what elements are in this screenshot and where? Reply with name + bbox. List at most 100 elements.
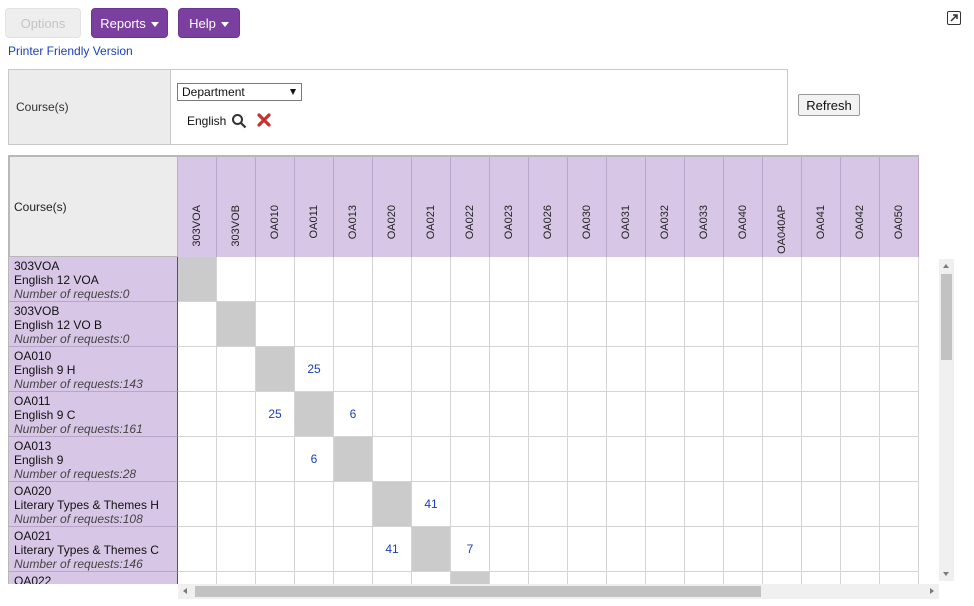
matrix-cell — [880, 392, 919, 437]
matrix-cell — [451, 392, 490, 437]
column-header: OA010 — [256, 157, 295, 257]
matrix-cell — [724, 257, 763, 302]
matrix-cell[interactable]: 25 — [256, 392, 295, 437]
diagonal-cell — [256, 347, 295, 392]
table-row: 303VOA English 12 VOA Number of requests:0 — [8, 257, 919, 302]
diagonal-cell — [334, 437, 373, 482]
vertical-scrollbar[interactable] — [939, 259, 954, 581]
row-request-count: Number of requests:28 — [14, 467, 137, 481]
row-request-count: Number of requests:146 — [14, 557, 143, 571]
row-course-code: OA021 — [14, 529, 52, 543]
matrix-rows: 303VOA English 12 VOA Number of requests:0… — [8, 257, 919, 584]
search-icon[interactable] — [231, 113, 247, 132]
matrix-cell — [685, 347, 724, 392]
row-header: OA022 — [8, 572, 178, 584]
matrix-cell — [880, 302, 919, 347]
matrix-cell — [490, 392, 529, 437]
matrix-cell[interactable]: 6 — [295, 437, 334, 482]
matrix-cell — [178, 527, 217, 572]
matrix-cell — [373, 437, 412, 482]
vertical-scroll-thumb[interactable] — [941, 274, 952, 360]
scroll-up-icon[interactable] — [943, 264, 949, 268]
horizontal-scroll-thumb[interactable] — [195, 586, 761, 597]
matrix-cell — [490, 257, 529, 302]
matrix-cell — [802, 347, 841, 392]
course-filter-panel: Course(s) Department English — [8, 69, 788, 145]
matrix-cell[interactable]: 41 — [412, 482, 451, 527]
matrix-cell — [763, 257, 802, 302]
matrix-cell — [763, 392, 802, 437]
matrix-cell — [763, 302, 802, 347]
row-header: 303VOB English 12 VO B Number of requests:… — [8, 302, 178, 347]
column-header-label: OA011 — [308, 205, 320, 239]
matrix-cell — [724, 437, 763, 482]
matrix-cell — [607, 347, 646, 392]
column-header: OA021 — [412, 157, 451, 257]
department-select[interactable]: Department — [177, 83, 302, 101]
matrix-cell — [724, 392, 763, 437]
matrix-cell — [841, 392, 880, 437]
matrix-cell — [802, 437, 841, 482]
matrix-cell — [256, 482, 295, 527]
matrix-cell — [178, 437, 217, 482]
filter-label: Course(s) — [9, 70, 171, 144]
matrix-cell — [607, 437, 646, 482]
matrix-cell — [568, 347, 607, 392]
matrix-cell — [217, 347, 256, 392]
expand-icon[interactable] — [947, 11, 961, 25]
matrix-cell — [412, 392, 451, 437]
dropdown-arrow-icon — [290, 89, 296, 95]
column-header: OA050 — [880, 157, 919, 257]
matrix-cell — [607, 482, 646, 527]
column-header: OA011 — [295, 157, 334, 257]
matrix-cell — [646, 302, 685, 347]
matrix-cell — [685, 392, 724, 437]
column-header-label: OA050 — [893, 205, 905, 240]
matrix-cell[interactable]: 41 — [373, 527, 412, 572]
matrix-cell — [373, 302, 412, 347]
reports-button[interactable]: Reports — [91, 8, 168, 38]
printer-friendly-link[interactable]: Printer Friendly Version — [8, 44, 133, 58]
chevron-down-icon — [220, 21, 229, 27]
table-row: 303VOB English 12 VO B Number of requests:… — [8, 302, 919, 347]
matrix-cell — [607, 392, 646, 437]
matrix-cell — [529, 392, 568, 437]
horizontal-scrollbar[interactable] — [178, 584, 939, 599]
row-course-code: OA022 — [14, 574, 52, 584]
matrix-cell[interactable]: 7 — [451, 527, 490, 572]
matrix-cell — [568, 392, 607, 437]
matrix-cell — [802, 392, 841, 437]
matrix-cell — [646, 347, 685, 392]
matrix-cell — [724, 527, 763, 572]
matrix-cell — [685, 572, 724, 584]
row-header: OA010 English 9 H Number of requests:143 — [8, 347, 178, 392]
row-course-name: English 12 VO B — [14, 318, 103, 332]
row-course-name: English 9 C — [14, 408, 76, 422]
matrix-cell — [880, 527, 919, 572]
matrix-cell — [178, 347, 217, 392]
matrix-cell — [373, 392, 412, 437]
matrix-cell — [685, 302, 724, 347]
matrix-cell[interactable]: 25 — [295, 347, 334, 392]
column-header-label: OA040AP — [776, 205, 788, 254]
scroll-left-icon[interactable] — [183, 588, 187, 594]
matrix-cell — [529, 527, 568, 572]
column-header-label: OA040 — [737, 205, 749, 240]
matrix-cell — [295, 257, 334, 302]
scroll-down-icon[interactable] — [943, 572, 949, 576]
column-header-label: OA030 — [581, 205, 593, 240]
matrix-cell — [724, 482, 763, 527]
help-button[interactable]: Help — [178, 8, 240, 38]
scroll-right-icon[interactable] — [930, 588, 934, 594]
matrix-cell — [490, 527, 529, 572]
column-header: OA013 — [334, 157, 373, 257]
matrix-cell — [841, 257, 880, 302]
matrix-cell — [646, 572, 685, 584]
column-header-label: OA042 — [854, 205, 866, 240]
matrix-cell — [646, 527, 685, 572]
options-button[interactable]: Options — [5, 8, 81, 38]
matrix-cell[interactable]: 6 — [334, 392, 373, 437]
refresh-button[interactable]: Refresh — [798, 94, 860, 116]
column-header: OA033 — [685, 157, 724, 257]
remove-icon[interactable] — [257, 113, 271, 130]
